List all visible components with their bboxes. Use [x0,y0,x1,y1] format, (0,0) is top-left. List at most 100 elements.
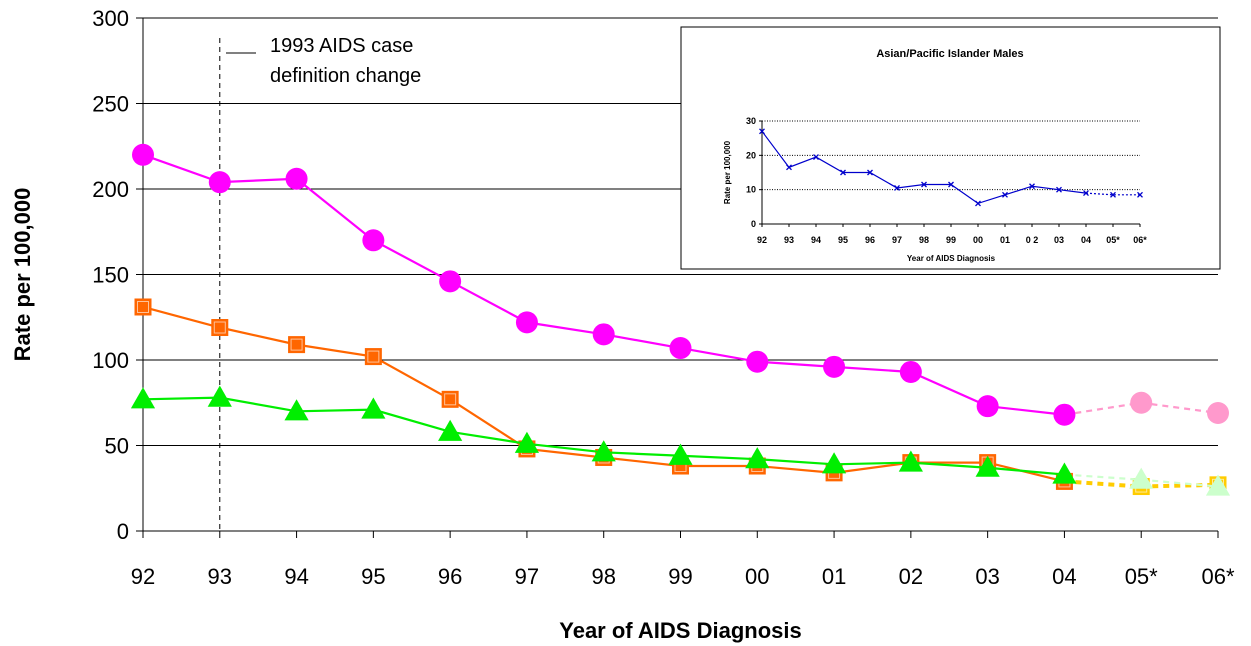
data-point [1053,403,1076,426]
inset-y-axis-title: Rate per 100,000 [723,140,732,204]
y-tick-label: 250 [92,92,129,117]
data-point [362,229,385,252]
marker-square-inner [367,350,380,363]
data-point [361,397,386,419]
inset-marker-stroke [921,181,927,188]
x-tick-label: 01 [822,564,846,589]
inset-x-tick-label: 00 [973,235,983,245]
data-point [439,270,462,293]
data-point [208,171,231,194]
inset-data-point [840,169,846,176]
inset-x-tick-label: 99 [946,235,956,245]
inset-data-point [867,169,873,176]
x-tick-label: 02 [899,564,923,589]
data-point [514,431,540,453]
x-tick-label: 95 [361,564,385,589]
data-point [1205,474,1231,496]
y-tick-label: 0 [117,519,129,544]
data-point [1130,391,1153,414]
series-projected-line [1064,473,1219,488]
data-point [823,355,846,378]
x-tick-label: 92 [131,564,155,589]
inset-data-point [1056,186,1062,193]
marker-square-inner [290,338,303,351]
marker-square-inner [213,321,226,334]
inset-y-tick-label: 30 [746,116,756,126]
main-y-tick-labels: 0 50 100 150 200 250 300 [92,6,129,544]
inset-marker-stroke [813,154,819,161]
x-tick-label: 03 [975,564,999,589]
inset-frame [680,26,1221,270]
data-point [1207,402,1229,425]
data-point [899,360,922,383]
annotation-text-line1: 1993 AIDS case [270,35,413,57]
y-axis-title: Rate per 100,000 [10,188,35,362]
data-point [746,350,769,373]
inset-data-point [1110,191,1116,198]
inset-series-line-group [759,128,1143,207]
inset-data-point [1002,191,1008,198]
inset-marker-stroke [1083,190,1089,197]
inset-x-tick-label: 04 [1081,235,1091,245]
data-point [668,443,693,465]
inset-x-tick-label: 05* [1106,235,1120,245]
inset-x-tick-label: 92 [757,235,767,245]
y-tick-label: 50 [105,434,129,459]
x-tick-label: 04 [1052,564,1076,589]
inset-marker-stroke [948,181,954,188]
data-point [438,419,463,441]
data-point [745,447,770,469]
inset-data-point [1137,191,1143,198]
data-point [975,455,1000,477]
x-tick-label: 00 [745,564,769,589]
inset-data-point [786,164,792,171]
inset-data-point [948,181,954,188]
main-x-tick-labels: 92 93 94 95 96 97 98 99 00 01 02 03 04 05* 06* [131,564,1235,589]
data-point [207,385,232,407]
inset-marker-stroke [1137,191,1143,198]
inset-y-tick-label: 20 [746,150,756,160]
inset-data-point [1083,190,1089,197]
inset-marker-stroke [786,164,792,171]
inset-x-tick-label: 06* [1133,235,1147,245]
data-point [515,311,538,334]
inset-data-point [813,154,819,161]
marker-square [288,336,306,354]
inset-y-tick-label: 0 [751,219,756,229]
inset-x-tick-label: 98 [919,235,929,245]
inset-marker-stroke [975,200,981,207]
inset-x-tick-label: 96 [865,235,875,245]
y-tick-label: 300 [92,6,129,31]
marker-square [364,348,382,366]
data-point [134,298,152,316]
inset-marker-stroke [1056,186,1062,193]
marker-square [211,319,229,337]
data-point [130,387,156,409]
x-tick-label: 94 [284,564,308,589]
inset-x-tick-label: 97 [892,235,902,245]
inset-x-tick-label: 03 [1054,235,1064,245]
data-point [821,452,847,474]
data-point [288,336,306,354]
y-tick-label: 100 [92,348,129,373]
data-point [284,399,309,421]
x-tick-label: 96 [438,564,462,589]
x-tick-label: 05* [1125,564,1158,589]
data-point [441,390,459,408]
inset-marker-stroke [894,184,900,191]
x-tick-label: 97 [515,564,539,589]
annotation-text-line2: definition change [270,65,421,87]
data-point [1129,467,1154,489]
inset-data-point [975,200,981,207]
series-triangle [130,385,1231,496]
inset-series [759,128,1143,207]
data-point [898,450,923,472]
inset-series-projected-line [1085,192,1140,196]
inset-x-tick-label: 0 2 [1026,235,1039,245]
inset-marker-stroke [840,169,846,176]
inset-axes [761,121,1141,227]
inset-x-tick-label: 95 [838,235,848,245]
